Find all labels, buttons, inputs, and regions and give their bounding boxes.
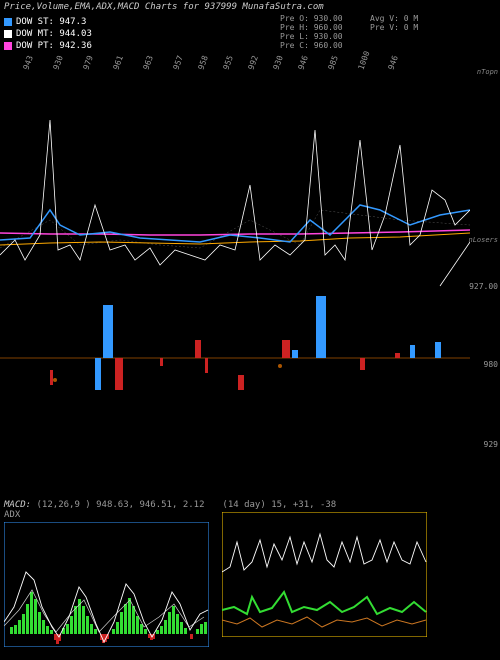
main-chart-svg xyxy=(0,60,470,390)
chart-title: Price,Volume,EMA,ADX,MACD Charts for 937… xyxy=(4,2,324,12)
info-volume: Avg V: 0 M Pre V: 0 M xyxy=(370,14,418,32)
y-label-vol-bot: 929 xyxy=(484,440,498,449)
legend-label-pt: DOW PT: 942.36 xyxy=(16,40,92,52)
info-pre-l: Pre L: 930.00 xyxy=(280,32,343,41)
info-pre-v: Pre V: 0 M xyxy=(370,23,418,32)
info-avg-v: Avg V: 0 M xyxy=(370,14,418,23)
adx-sub: (14 day) 15, +31, -38 xyxy=(222,500,336,510)
adx-label: (14 day) 15, +31, -38 xyxy=(222,500,427,510)
info-pre-c: Pre C: 960.00 xyxy=(280,41,343,50)
legend-label-mt: DOW MT: 944.03 xyxy=(16,28,92,40)
legend-color-st xyxy=(4,18,12,26)
side-losers: nLosers xyxy=(468,236,498,244)
macd-panel: MACD: (12,26,9 ) 948.63, 946.51, 2.12 AD… xyxy=(4,500,209,640)
y-label-vol-top: 980 xyxy=(484,360,498,369)
chart-container: Price,Volume,EMA,ADX,MACD Charts for 937… xyxy=(0,0,500,660)
adx-svg xyxy=(222,512,427,637)
legend-label-st: DOW ST: 947.3 xyxy=(16,16,86,28)
legend-color-mt xyxy=(4,30,12,38)
macd-sub: (12,26,9 ) 948.63, 946.51, 2.12 ADX xyxy=(4,500,205,520)
indicator-row: MACD: (12,26,9 ) 948.63, 946.51, 2.12 AD… xyxy=(4,500,494,640)
info-ohlc: Pre O: 930.00 Pre H: 960.00 Pre L: 930.0… xyxy=(280,14,343,50)
side-topn: nTopn xyxy=(477,68,498,76)
macd-label: MACD: (12,26,9 ) 948.63, 946.51, 2.12 AD… xyxy=(4,500,209,520)
info-pre-o: Pre O: 930.00 xyxy=(280,14,343,23)
macd-title: MACD: xyxy=(4,500,31,510)
legend-color-pt xyxy=(4,42,12,50)
legend-item-st: DOW ST: 947.3 xyxy=(4,16,92,28)
legend-item-mt: DOW MT: 944.03 xyxy=(4,28,92,40)
info-pre-h: Pre H: 960.00 xyxy=(280,23,343,32)
y-label-price: 927.00 xyxy=(469,282,498,291)
macd-svg xyxy=(4,522,209,647)
adx-panel: (14 day) 15, +31, -38 xyxy=(222,500,427,640)
legend-block: DOW ST: 947.3 DOW MT: 944.03 DOW PT: 942… xyxy=(4,16,92,52)
legend-item-pt: DOW PT: 942.36 xyxy=(4,40,92,52)
